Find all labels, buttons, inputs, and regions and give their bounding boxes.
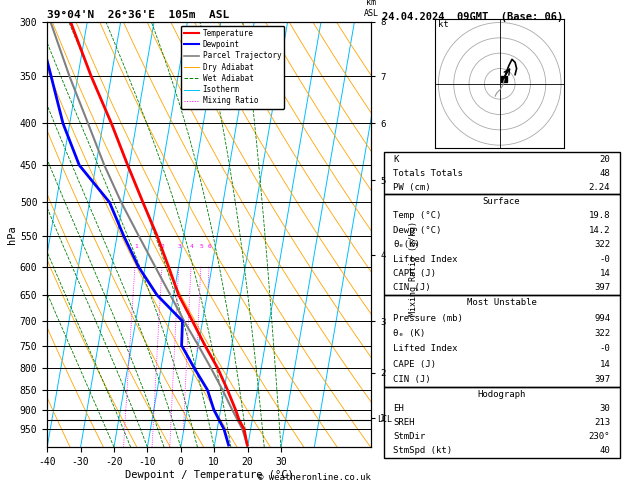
Text: θₑ(K): θₑ(K) [393,240,420,249]
Text: 213: 213 [594,418,610,427]
Text: 4: 4 [190,244,194,249]
Text: © weatheronline.co.uk: © weatheronline.co.uk [258,473,371,482]
Text: SREH: SREH [393,418,415,427]
Text: 230°: 230° [589,432,610,441]
Text: Dewp (°C): Dewp (°C) [393,226,442,235]
Text: Lifted Index: Lifted Index [393,345,458,353]
Text: θₑ (K): θₑ (K) [393,329,425,338]
Text: -0: -0 [599,255,610,263]
Text: 20: 20 [599,155,610,164]
Y-axis label: hPa: hPa [7,225,17,244]
Text: K: K [393,155,399,164]
Text: 5: 5 [199,244,203,249]
Text: Surface: Surface [483,197,520,206]
Text: Most Unstable: Most Unstable [467,298,537,307]
Text: CAPE (J): CAPE (J) [393,269,436,278]
Text: EH: EH [393,404,404,413]
Text: Mixing Ratio (g/kg): Mixing Ratio (g/kg) [409,221,418,316]
Text: LCL: LCL [377,415,392,424]
Text: 48: 48 [599,169,610,178]
Text: StmDir: StmDir [393,432,425,441]
Text: 2: 2 [161,244,165,249]
Text: kt: kt [438,20,449,29]
Text: 14.2: 14.2 [589,226,610,235]
Text: CIN (J): CIN (J) [393,375,431,384]
Text: 322: 322 [594,329,610,338]
Text: 39°04'N  26°36'E  105m  ASL: 39°04'N 26°36'E 105m ASL [47,10,230,20]
Text: 397: 397 [594,283,610,292]
Text: 322: 322 [594,240,610,249]
Legend: Temperature, Dewpoint, Parcel Trajectory, Dry Adiabat, Wet Adiabat, Isotherm, Mi: Temperature, Dewpoint, Parcel Trajectory… [181,26,284,108]
Text: Totals Totals: Totals Totals [393,169,463,178]
Text: 6: 6 [208,244,211,249]
X-axis label: Dewpoint / Temperature (°C): Dewpoint / Temperature (°C) [125,469,294,480]
Text: Lifted Index: Lifted Index [393,255,458,263]
Text: Pressure (mb): Pressure (mb) [393,313,463,323]
Text: Temp (°C): Temp (°C) [393,211,442,221]
Text: StmSpd (kt): StmSpd (kt) [393,446,452,455]
Text: 40: 40 [599,446,610,455]
Text: 14: 14 [599,269,610,278]
Text: 397: 397 [594,375,610,384]
Text: 2.24: 2.24 [589,183,610,192]
Text: 30: 30 [599,404,610,413]
Text: CIN (J): CIN (J) [393,283,431,292]
Text: 19.8: 19.8 [589,211,610,221]
Text: CAPE (J): CAPE (J) [393,360,436,369]
Text: 1: 1 [134,244,138,249]
Text: 14: 14 [599,360,610,369]
Text: Hodograph: Hodograph [477,390,526,399]
Text: 3: 3 [177,244,181,249]
Text: PW (cm): PW (cm) [393,183,431,192]
Text: 24.04.2024  09GMT  (Base: 06): 24.04.2024 09GMT (Base: 06) [382,12,564,22]
Text: km
ASL: km ASL [364,0,379,17]
Text: 994: 994 [594,313,610,323]
Text: -0: -0 [599,345,610,353]
